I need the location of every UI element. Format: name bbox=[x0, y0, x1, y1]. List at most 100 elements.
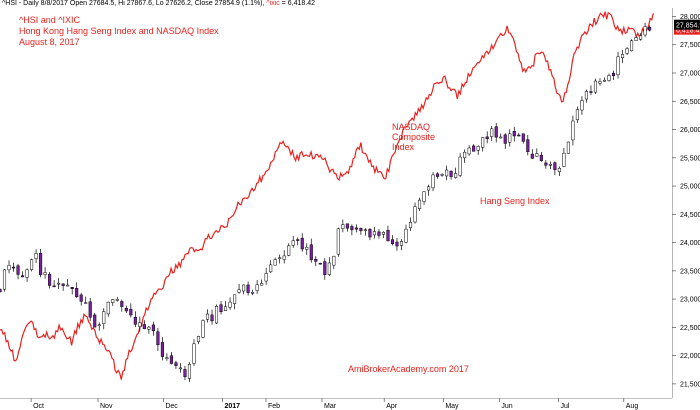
hsi-candle-up bbox=[233, 294, 237, 304]
hsi-candle-down bbox=[0, 289, 2, 292]
hsi-candle-up bbox=[138, 322, 142, 327]
y-tick-label: 23,500 bbox=[680, 268, 700, 275]
hsi-candle-down bbox=[129, 308, 133, 316]
hsi-candle-up bbox=[427, 186, 431, 191]
hsi-candle-down bbox=[309, 244, 313, 261]
hsi-candle-up bbox=[372, 231, 376, 236]
hsi-candle-down bbox=[359, 228, 363, 232]
hsi-candle-down bbox=[521, 133, 525, 142]
x-tick-label: May bbox=[445, 403, 459, 410]
hsi-candle-down bbox=[296, 239, 300, 241]
hsi-candle-down bbox=[151, 324, 155, 332]
price-badges: 6,418.427,854.9 bbox=[674, 19, 700, 35]
hsi-candle-up bbox=[111, 299, 115, 303]
hsi-candle-up bbox=[584, 91, 588, 100]
hsi-candle-down bbox=[318, 262, 322, 265]
hsi-candle-up bbox=[106, 301, 110, 315]
hsi-candle-down bbox=[142, 324, 146, 329]
nasdaq-label-2: Composite bbox=[392, 132, 436, 142]
hsi-candle-up bbox=[598, 81, 602, 84]
y-axis: 21,500 22,000 22,500 23,000 23,500 24,000 24,5… bbox=[672, 8, 700, 398]
header-ixic-value: = 6,418.42 bbox=[281, 0, 316, 7]
x-tick-label: Feb bbox=[268, 403, 280, 410]
hsi-candle-up bbox=[408, 222, 413, 229]
hsi-candle-down bbox=[52, 285, 56, 288]
hsi-candle-up bbox=[593, 80, 598, 93]
hsi-candle-up bbox=[196, 336, 201, 342]
title-line-3: August 8, 2017 bbox=[19, 37, 80, 47]
hsi-candle-up bbox=[463, 151, 467, 159]
hsi-candle-down bbox=[530, 153, 534, 159]
y-tick-label: 24,500 bbox=[680, 212, 700, 219]
hsi-candle-up bbox=[399, 241, 404, 246]
hsi-candle-down bbox=[156, 331, 160, 346]
hsi-candle-up bbox=[639, 35, 643, 40]
hsi-candle-up bbox=[264, 273, 268, 282]
y-tick-label: 23,000 bbox=[680, 297, 700, 304]
y-tick-label: 22,500 bbox=[680, 325, 700, 332]
hsi-candle-down bbox=[61, 283, 65, 286]
hsi-candle-up bbox=[476, 146, 480, 151]
hsi-candle-down bbox=[93, 314, 97, 328]
hsi-annotation: Hang Seng Index bbox=[480, 196, 550, 206]
title-line-1: ^HSI and ^IXIC bbox=[19, 15, 80, 25]
hsi-candle-up bbox=[431, 174, 435, 189]
hsi-candle-up bbox=[508, 133, 512, 143]
hsi-candle-down bbox=[472, 145, 476, 152]
hsi-candle-down bbox=[246, 284, 250, 293]
x-tick-label: 2017 bbox=[224, 403, 240, 410]
hsi-candle-up bbox=[445, 169, 449, 177]
hsi-candle-down bbox=[354, 227, 358, 230]
hsi-candles bbox=[0, 22, 652, 383]
hsi-candle-down bbox=[183, 369, 187, 377]
hsi-candle-down bbox=[386, 230, 390, 242]
hsi-candle-down bbox=[503, 134, 507, 144]
y-tick-label: 28,000 bbox=[680, 14, 700, 21]
hsi-candle-down bbox=[219, 304, 223, 313]
hsi-candle-up bbox=[404, 228, 408, 243]
hsi-candle-up bbox=[327, 262, 331, 275]
nasdaq-label-1: NASDAQ bbox=[392, 122, 431, 132]
hsi-candle-up bbox=[625, 48, 629, 54]
nasdaq-annotation: NASDAQ Composite Index bbox=[392, 122, 435, 152]
y-tick-label: 25,500 bbox=[680, 155, 700, 162]
hsi-candle-up bbox=[422, 191, 426, 202]
hsi-candle-up bbox=[562, 152, 566, 167]
hsi-candle-up bbox=[43, 272, 47, 275]
hsi-candle-down bbox=[79, 294, 83, 302]
hsi-candle-up bbox=[115, 299, 119, 301]
hsi-candle-down bbox=[323, 261, 327, 275]
hsi-candle-up bbox=[413, 206, 417, 223]
chart-title-block: ^HSI and ^IXIC Hong Kong Hang Seng Index… bbox=[19, 15, 219, 48]
hsi-candle-up bbox=[332, 255, 336, 266]
hsi-candle-up bbox=[237, 289, 241, 293]
x-tick-label: Mar bbox=[324, 403, 337, 410]
hsi-candle-down bbox=[345, 223, 349, 229]
hsi-candle-down bbox=[368, 229, 372, 238]
hsi-candle-up bbox=[242, 284, 246, 292]
hsi-candle-up bbox=[30, 259, 34, 270]
x-tick-label: Jul bbox=[560, 403, 569, 410]
hsi-candle-up bbox=[566, 141, 570, 154]
hsi-candle-up bbox=[34, 253, 38, 259]
hsi-candle-down bbox=[544, 162, 548, 166]
hsi-candle-up bbox=[341, 224, 345, 229]
hsi-candle-up bbox=[102, 311, 106, 324]
hsi-candle-up bbox=[214, 305, 219, 324]
hsi-candle-up bbox=[417, 199, 422, 209]
y-tick-label: 27,000 bbox=[680, 71, 700, 78]
hsi-candle-up bbox=[97, 324, 101, 326]
hsi-candle-up bbox=[57, 282, 61, 285]
hsi-candle-down bbox=[526, 139, 530, 152]
hsi-last-badge bbox=[674, 19, 700, 30]
hsi-candle-up bbox=[548, 164, 552, 166]
hsi-candle-down bbox=[350, 226, 354, 231]
x-tick-label: Jun bbox=[501, 403, 512, 410]
x-tick-label: Dec bbox=[165, 403, 178, 410]
hsi-candle-down bbox=[39, 253, 43, 275]
hsi-candle-down bbox=[88, 301, 92, 318]
y-tick-label: 21,500 bbox=[680, 381, 700, 388]
hsi-candle-up bbox=[282, 255, 286, 260]
